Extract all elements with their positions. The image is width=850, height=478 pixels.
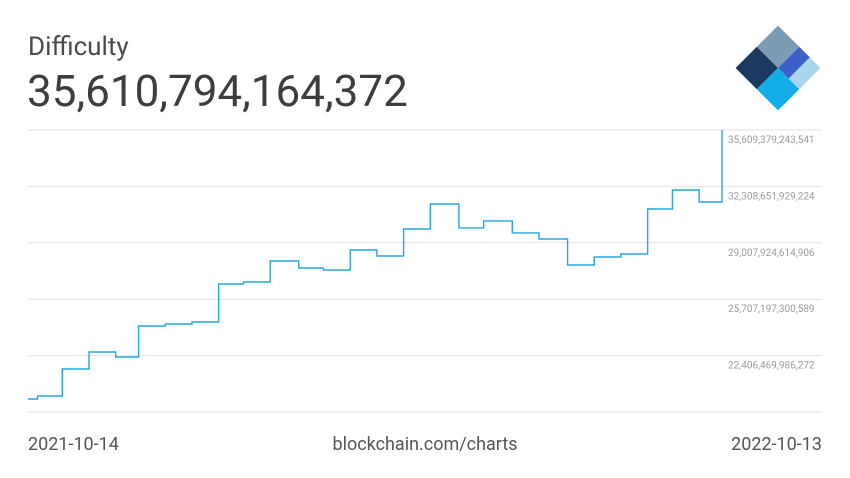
logo-part	[788, 57, 821, 90]
y-tick-label: 35,609,379,243,541	[728, 135, 815, 146]
logo-part	[778, 46, 810, 79]
current-value: 35,610,794,164,372	[27, 65, 408, 117]
x-start-label: 2021-10-14	[28, 434, 119, 455]
difficulty-line	[28, 129, 723, 400]
y-tick-label: 29,007,924,614,906	[728, 248, 815, 259]
y-tick-label: 22,406,469,986,272	[728, 361, 815, 372]
source: blockchain.com/charts	[332, 434, 517, 455]
logo	[735, 25, 821, 111]
chart-title: Difficulty	[28, 32, 129, 62]
y-tick-label: 32,308,651,929,224	[728, 191, 815, 202]
x-end-label: 2022-10-13	[731, 434, 822, 455]
y-tick-label: 25,707,197,300,589	[728, 304, 815, 315]
